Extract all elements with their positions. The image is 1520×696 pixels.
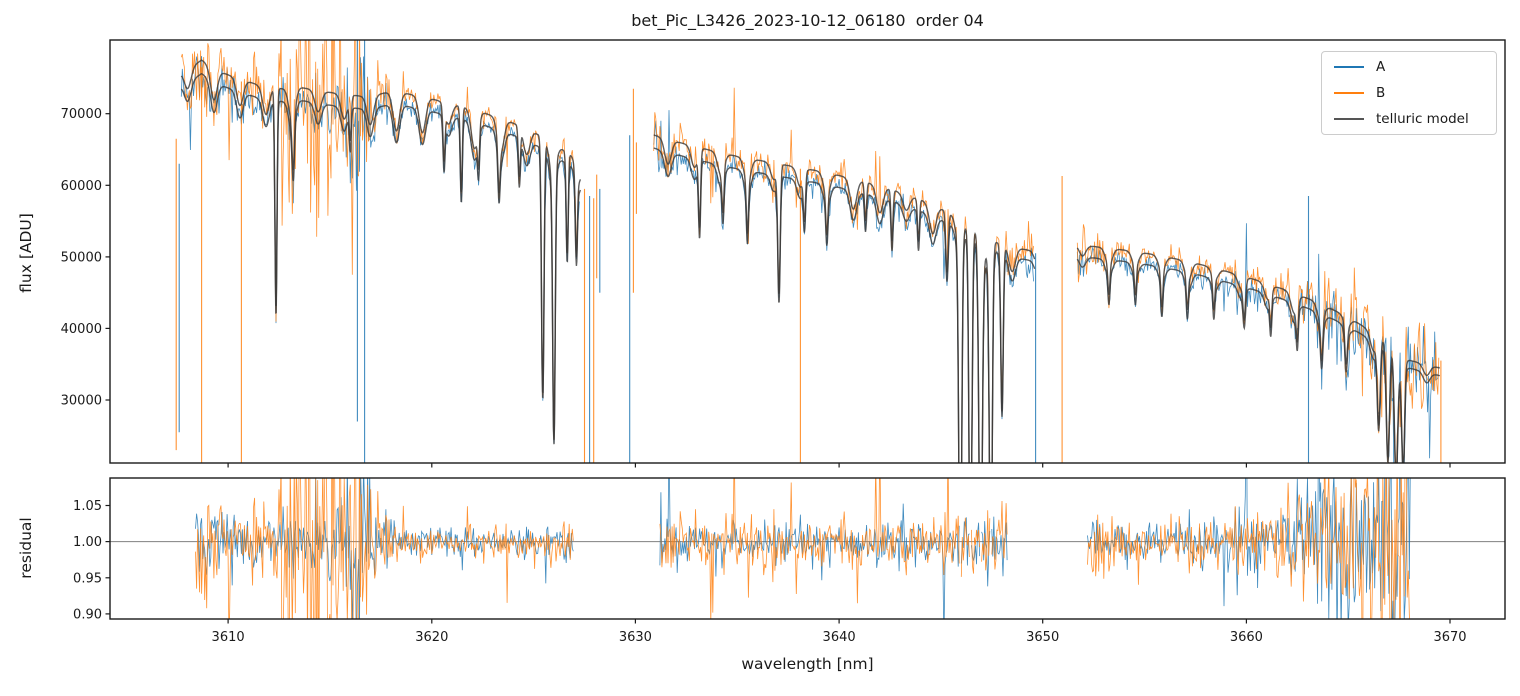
flux-y-tick-label: 50000 [61, 250, 102, 265]
legend-label-telluric-model: telluric model [1376, 111, 1469, 127]
x-tick-label: 3670 [1433, 630, 1466, 645]
flux-y-tick-label: 70000 [61, 107, 102, 122]
flux-series-B-segment-1 [180, 40, 580, 440]
telluric-model-A-segment-1 [180, 72, 582, 445]
legend-line-swatch-telluric-model [1334, 118, 1364, 120]
telluric-model-B-segment-2 [653, 134, 1036, 463]
residual-axis-label: residual [17, 517, 35, 579]
legend-line-swatch-A [1334, 66, 1364, 68]
x-tick-label: 3630 [619, 630, 652, 645]
legend-label-B: B [1376, 85, 1386, 101]
residual-series-B-segment-1 [195, 478, 574, 619]
residual-y-tick-label: 0.95 [73, 571, 102, 586]
wavelength-axis-label: wavelength [nm] [741, 655, 874, 673]
flux-axis-label: flux [ADU] [17, 213, 35, 293]
x-tick-label: 3620 [415, 630, 448, 645]
telluric-model-A-segment-2 [653, 147, 1036, 463]
legend-item-A: A [1322, 59, 1496, 75]
legend: A B telluric model [1321, 51, 1497, 135]
residual-series-B-segment-3 [1087, 478, 1410, 619]
x-tick-label: 3650 [1026, 630, 1059, 645]
residual-series-B-segment-2 [659, 478, 1008, 619]
residual-panel-frame [109, 477, 1506, 620]
x-tick-label: 3610 [212, 630, 245, 645]
flux-panel-frame [109, 39, 1506, 464]
legend-line-swatch-B [1334, 92, 1364, 94]
legend-label-A: A [1376, 59, 1386, 75]
telluric-model-B-segment-1 [180, 59, 582, 440]
flux-panel-data [175, 40, 1442, 463]
telluric-model-B-segment-3 [1076, 245, 1440, 463]
flux-y-tick-label: 30000 [61, 394, 102, 409]
residual-y-tick-label: 0.90 [73, 607, 102, 622]
flux-y-tick-label: 40000 [61, 322, 102, 337]
residual-y-tick-label: 1.05 [73, 499, 102, 514]
legend-item-B: B [1322, 85, 1496, 101]
flux-y-tick-label: 60000 [61, 179, 102, 194]
legend-item-telluric-model: telluric model [1322, 111, 1496, 127]
x-tick-label: 3660 [1230, 630, 1263, 645]
residual-y-tick-label: 1.00 [73, 535, 102, 550]
residual-panel-data [110, 478, 1505, 619]
chart-title: bet_Pic_L3426_2023-10-12_06180 order 04 [631, 11, 984, 30]
x-tick-label: 3640 [823, 630, 856, 645]
